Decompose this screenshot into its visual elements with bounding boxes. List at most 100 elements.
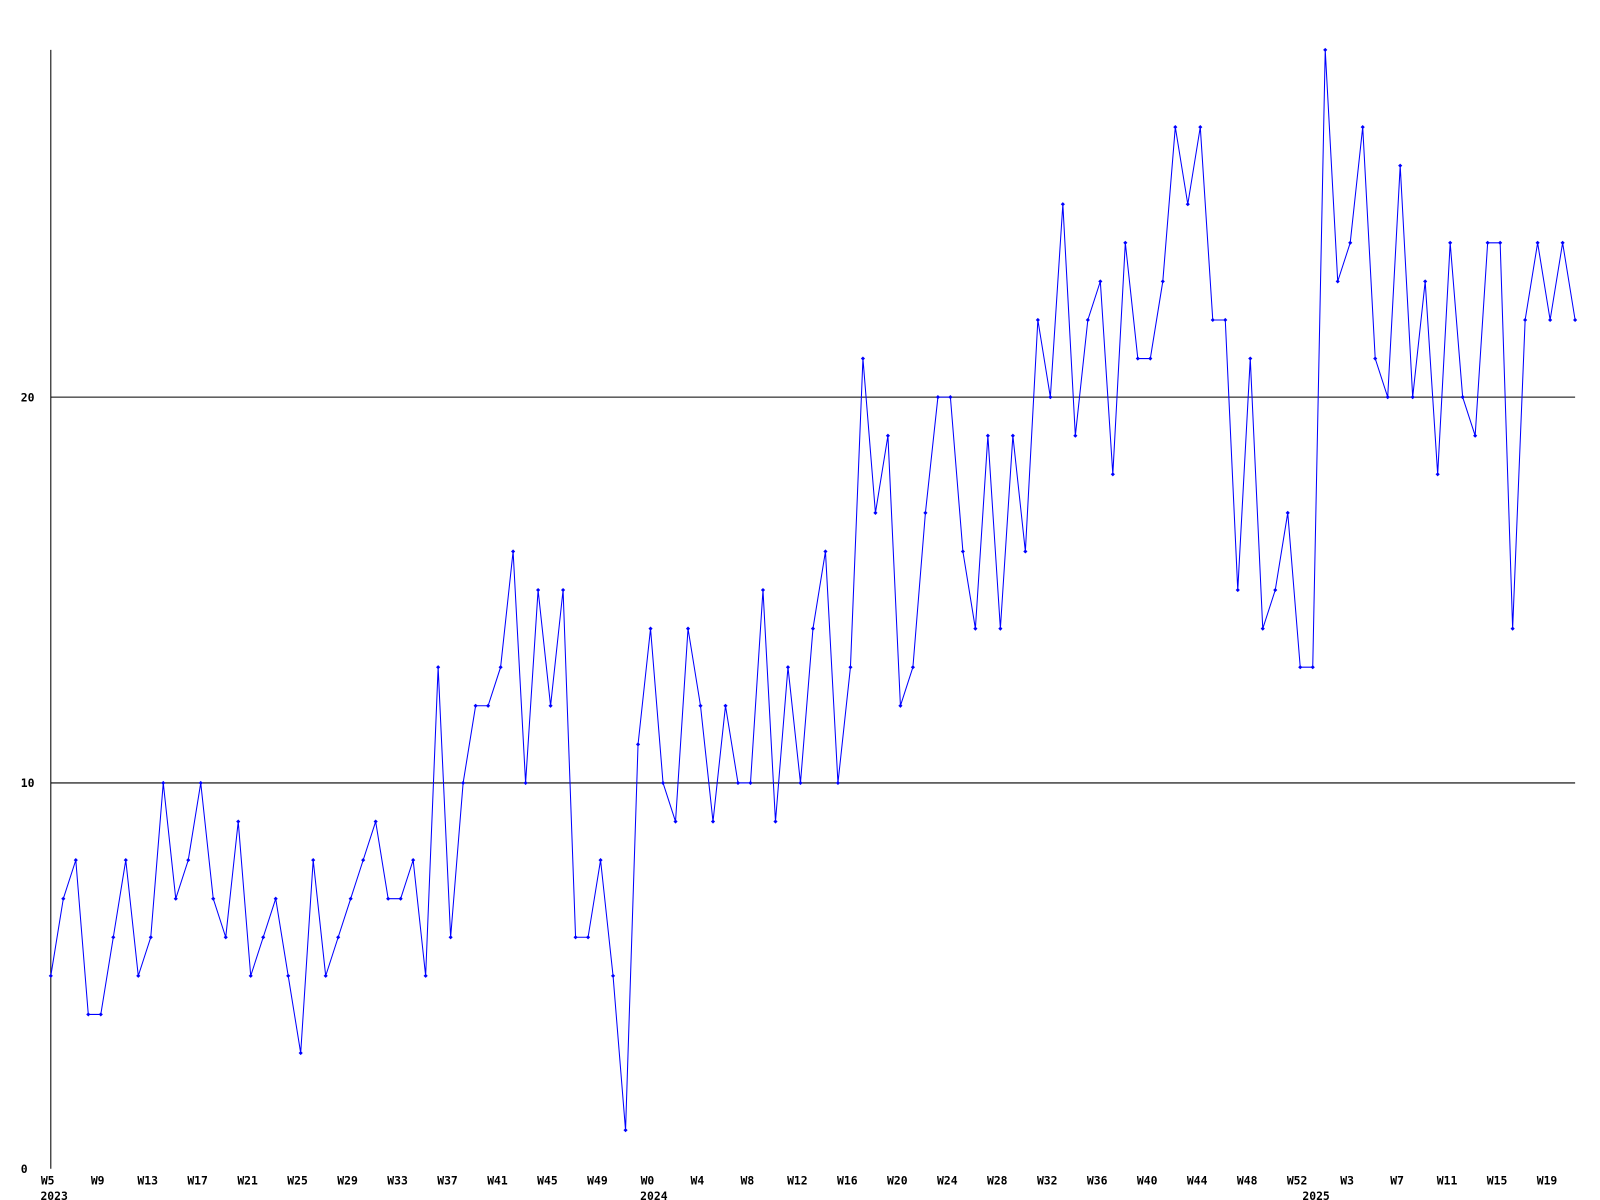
point — [1023, 549, 1028, 554]
point — [898, 703, 903, 708]
point — [348, 896, 353, 901]
point — [1560, 240, 1565, 245]
point — [1323, 47, 1328, 52]
point — [1485, 240, 1490, 245]
point — [61, 896, 66, 901]
x-tick-label: W13 — [137, 1173, 158, 1187]
x-tick-label: W36 — [1087, 1173, 1108, 1187]
point — [610, 973, 616, 978]
point — [48, 973, 53, 978]
point — [923, 510, 928, 515]
x-tick-label: W40 — [1137, 1173, 1158, 1187]
x-tick-label: W8 — [741, 1173, 755, 1187]
point — [336, 935, 341, 940]
x-tick-label: W16 — [837, 1173, 858, 1187]
point — [1060, 202, 1065, 207]
point — [1460, 395, 1465, 400]
year-label: 2025 — [1302, 1189, 1330, 1200]
point — [1410, 395, 1415, 400]
point — [873, 510, 878, 515]
x-tick-label: W52 — [1287, 1173, 1308, 1187]
point — [698, 703, 703, 708]
point — [311, 858, 316, 863]
point — [660, 780, 666, 786]
point — [635, 742, 641, 747]
point — [498, 665, 503, 670]
x-tick-label: W9 — [91, 1173, 105, 1187]
point — [573, 935, 578, 940]
point — [1335, 279, 1340, 284]
point — [860, 356, 866, 361]
point — [1110, 472, 1115, 477]
point — [411, 858, 416, 863]
point — [1085, 317, 1090, 323]
point — [111, 935, 116, 940]
point — [1373, 356, 1378, 361]
point — [86, 1012, 91, 1017]
point — [1498, 240, 1503, 245]
x-tick-label: W33 — [387, 1173, 408, 1187]
x-tick-label: W0 — [641, 1173, 655, 1187]
point — [1273, 587, 1278, 593]
point — [985, 433, 990, 438]
point — [286, 973, 291, 978]
point — [186, 858, 191, 863]
y-tick-label: 20 — [21, 390, 35, 404]
point — [561, 587, 566, 593]
x-tick-label: W24 — [937, 1173, 958, 1187]
x-tick-label: W19 — [1537, 1173, 1558, 1187]
point — [1298, 665, 1303, 670]
point — [1123, 240, 1128, 245]
point — [323, 973, 328, 978]
point — [823, 549, 828, 554]
point — [673, 819, 678, 824]
point — [536, 587, 541, 593]
point — [1185, 202, 1190, 207]
x-tick-label: W5 — [41, 1173, 55, 1187]
point — [386, 896, 391, 901]
point — [1348, 240, 1353, 245]
x-tick-label: W41 — [487, 1173, 508, 1187]
point — [436, 665, 441, 670]
year-label: 2024 — [640, 1189, 668, 1200]
x-tick-label: W11 — [1437, 1173, 1458, 1187]
x-tick-label: W37 — [437, 1173, 458, 1187]
point — [361, 858, 366, 863]
year-label: 2023 — [40, 1189, 68, 1200]
point — [273, 896, 278, 901]
point — [760, 587, 766, 593]
point — [486, 703, 491, 708]
x-tick-label: W3 — [1340, 1173, 1354, 1187]
y-tick-label: 0 — [21, 1162, 28, 1176]
point — [998, 626, 1003, 631]
point — [623, 1128, 628, 1133]
x-tick-label: W17 — [187, 1173, 208, 1187]
point — [648, 626, 653, 631]
x-tick-label: W28 — [987, 1173, 1008, 1187]
point — [161, 780, 166, 786]
point — [123, 858, 128, 863]
x-tick-label: W12 — [787, 1173, 808, 1187]
point — [585, 935, 591, 940]
point — [798, 780, 803, 786]
point — [373, 819, 378, 824]
point — [223, 935, 228, 940]
point — [461, 780, 466, 786]
point — [298, 1050, 303, 1056]
point — [1385, 395, 1390, 400]
point — [236, 819, 241, 824]
x-tick-label: W20 — [887, 1173, 908, 1187]
point — [848, 665, 853, 670]
point — [960, 549, 965, 554]
x-tick-label: W44 — [1187, 1173, 1208, 1187]
point — [885, 433, 891, 438]
point — [1523, 317, 1528, 323]
point — [511, 549, 516, 554]
point — [735, 780, 741, 786]
point — [710, 819, 716, 824]
point — [523, 780, 528, 786]
x-tick-label: W7 — [1390, 1173, 1404, 1187]
point — [1398, 163, 1403, 168]
x-tick-label: W49 — [587, 1173, 608, 1187]
